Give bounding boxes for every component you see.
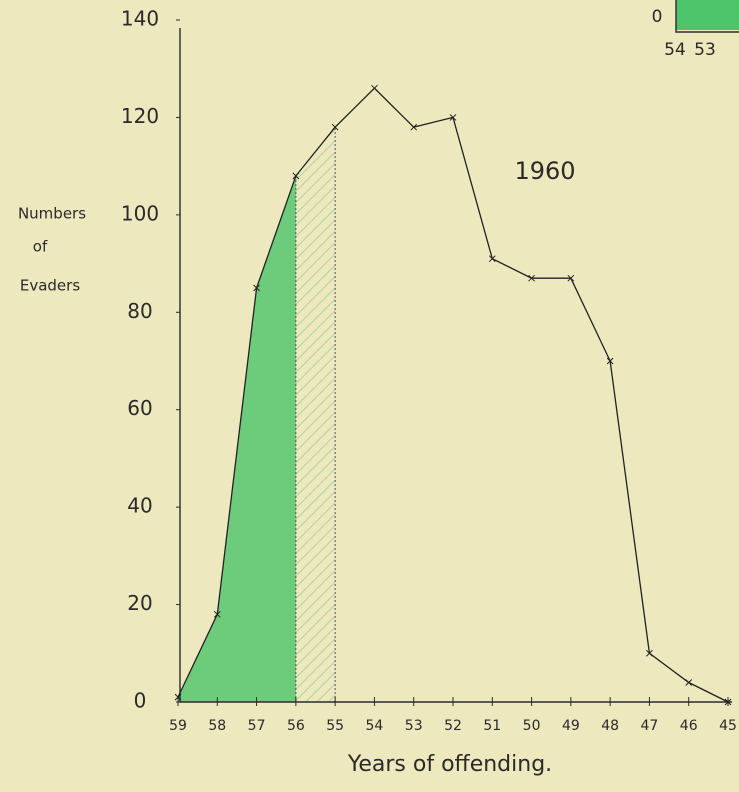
- x-axis-label: Years of offending.: [347, 752, 552, 777]
- y-axis-label: Numbers: [18, 205, 86, 223]
- y-axis-label: Evaders: [20, 277, 80, 295]
- filled-area: [178, 175, 296, 702]
- inset-x-tick-label: 54: [664, 40, 686, 60]
- y-tick-label: 80: [127, 299, 152, 323]
- data-point: [488, 255, 496, 263]
- x-tick-label: 59: [169, 718, 187, 734]
- y-tick-label: 0: [134, 689, 147, 713]
- data-point: [685, 679, 693, 686]
- y-tick-label: 120: [121, 104, 159, 128]
- x-tick-label: 58: [208, 718, 226, 734]
- data-point: [724, 698, 732, 706]
- inset-x-tick-label: 53: [694, 40, 716, 60]
- y-tick-label: 20: [127, 591, 152, 615]
- x-tick-label: 51: [483, 718, 501, 734]
- data-point: [528, 274, 535, 282]
- x-tick-label: 50: [523, 718, 541, 734]
- x-tick-label: 55: [326, 718, 344, 734]
- data-point: [646, 649, 653, 657]
- inset: 0 54 53: [652, 0, 739, 60]
- hatched-area: [295, 127, 336, 702]
- x-tick-label: 49: [562, 718, 580, 734]
- data-point: [449, 114, 457, 121]
- data-point: [213, 610, 221, 618]
- x-tick-label: 46: [680, 718, 698, 734]
- data-point: [606, 357, 614, 365]
- y-tick-label: 60: [127, 396, 152, 420]
- data-point: [174, 693, 182, 701]
- inset-y-tick-label: 0: [652, 7, 663, 27]
- x-tick-label: 48: [601, 718, 619, 734]
- annotation: 1960: [514, 157, 575, 185]
- x-tick-label: 53: [405, 718, 423, 734]
- x-tick-label: 56: [287, 718, 305, 734]
- y-tick-label: 40: [127, 494, 152, 518]
- data-point: [292, 172, 300, 180]
- inset-fill: [676, 0, 739, 30]
- y-tick-label: 100: [121, 201, 159, 225]
- x-tick-label: 45: [719, 718, 737, 734]
- x-tick-label: 57: [248, 718, 266, 734]
- inset-axis: [675, 0, 739, 33]
- data-point: [331, 123, 339, 131]
- data-point: [253, 284, 260, 292]
- data-point: [410, 123, 418, 131]
- y-axis-label: of: [33, 238, 48, 256]
- y-tick-label: 140: [121, 7, 159, 31]
- x-tick-label: 52: [444, 718, 462, 734]
- x-tick-label: 54: [366, 718, 384, 734]
- data-point: [567, 274, 575, 282]
- data-point: [371, 84, 378, 92]
- x-tick-label: 47: [641, 718, 659, 734]
